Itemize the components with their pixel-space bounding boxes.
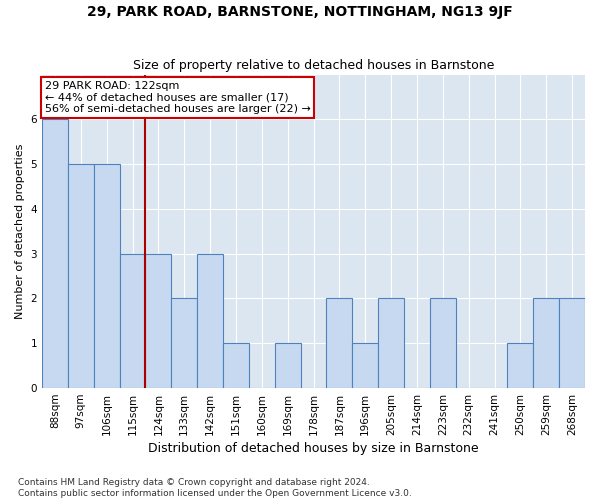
Bar	[197, 254, 223, 388]
Bar	[94, 164, 119, 388]
Bar	[533, 298, 559, 388]
Bar	[508, 344, 533, 388]
Bar	[559, 298, 585, 388]
Text: 29, PARK ROAD, BARNSTONE, NOTTINGHAM, NG13 9JF: 29, PARK ROAD, BARNSTONE, NOTTINGHAM, NG…	[87, 5, 513, 19]
X-axis label: Distribution of detached houses by size in Barnstone: Distribution of detached houses by size …	[148, 442, 479, 455]
Bar	[275, 344, 301, 388]
Bar	[172, 298, 197, 388]
Title: Size of property relative to detached houses in Barnstone: Size of property relative to detached ho…	[133, 59, 494, 72]
Bar	[119, 254, 145, 388]
Bar	[352, 344, 378, 388]
Bar	[326, 298, 352, 388]
Text: 29 PARK ROAD: 122sqm
← 44% of detached houses are smaller (17)
56% of semi-detac: 29 PARK ROAD: 122sqm ← 44% of detached h…	[44, 82, 311, 114]
Y-axis label: Number of detached properties: Number of detached properties	[15, 144, 25, 319]
Bar	[68, 164, 94, 388]
Bar	[42, 120, 68, 388]
Bar	[223, 344, 249, 388]
Bar	[378, 298, 404, 388]
Text: Contains HM Land Registry data © Crown copyright and database right 2024.
Contai: Contains HM Land Registry data © Crown c…	[18, 478, 412, 498]
Bar	[430, 298, 456, 388]
Bar	[145, 254, 172, 388]
